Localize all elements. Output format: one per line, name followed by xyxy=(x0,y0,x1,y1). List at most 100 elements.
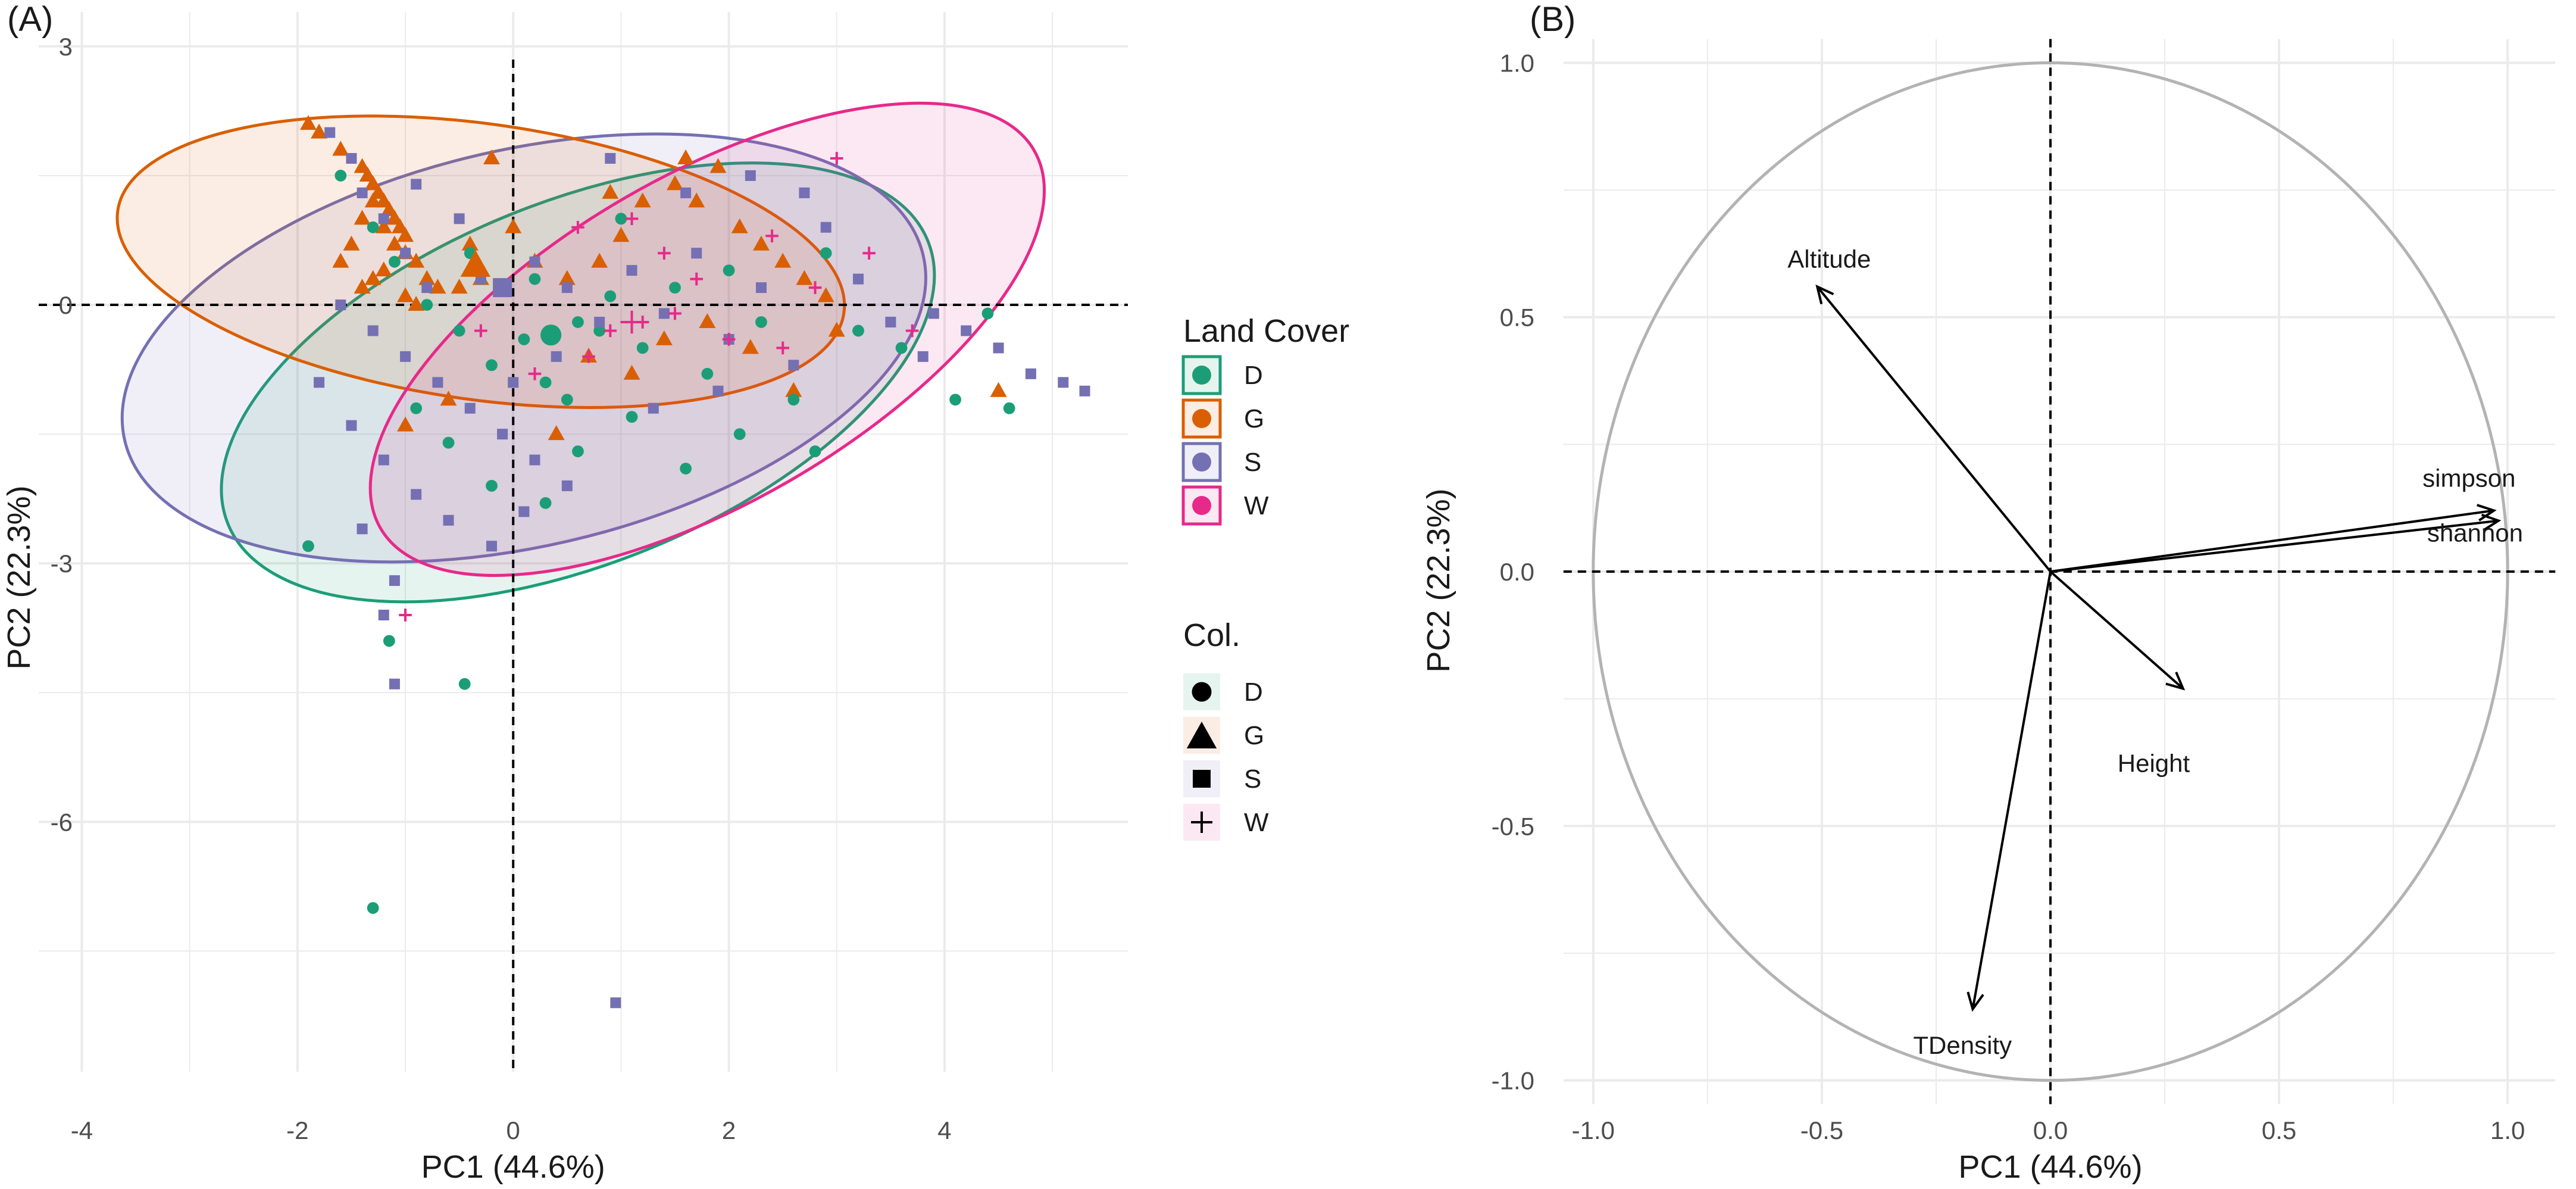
point-D xyxy=(895,342,908,354)
point-S xyxy=(917,351,929,362)
point-D xyxy=(486,359,498,372)
b-variable-label: shannon xyxy=(2427,519,2523,547)
point-S xyxy=(610,997,621,1009)
point-S xyxy=(648,402,659,414)
legend-land-cover-title: Land Cover xyxy=(1183,313,1349,349)
point-S xyxy=(378,454,389,466)
a-x-tick-label: -2 xyxy=(286,1116,308,1144)
point-S xyxy=(508,377,519,388)
panel-b-variable-labels: Altitude simpson shannon Height TDensity xyxy=(1787,245,2523,1059)
point-G xyxy=(397,227,414,242)
panel-a-x-axis-label: PC1 (44.6%) xyxy=(421,1149,605,1185)
point-W xyxy=(528,367,542,380)
point-S xyxy=(658,308,670,319)
point-G xyxy=(418,270,436,285)
panel-a-x-tick-labels: -4 -2 0 2 4 xyxy=(71,1116,952,1144)
point-S xyxy=(367,325,379,336)
point-S xyxy=(443,514,454,526)
vector-head-shannon xyxy=(2481,513,2502,532)
point-D xyxy=(723,264,735,277)
point-W xyxy=(582,350,595,363)
vector-head-Height xyxy=(2165,672,2186,691)
point-D xyxy=(458,678,471,690)
point-D xyxy=(572,445,584,457)
point-D xyxy=(389,255,401,268)
vector-head-TDensity xyxy=(1967,991,1984,1012)
ellipse-S xyxy=(120,132,927,564)
point-G xyxy=(299,115,317,130)
point-G xyxy=(386,235,403,251)
a-x-tick-label: 0 xyxy=(507,1116,520,1144)
centroid-G xyxy=(460,249,491,277)
vector-TDensity xyxy=(1967,571,2052,1012)
point-W xyxy=(399,608,412,622)
panel-a-group-centroids xyxy=(460,249,643,346)
panel-a-label: (A) xyxy=(7,0,53,39)
vector-Height xyxy=(2049,570,2186,691)
point-S xyxy=(561,282,573,294)
point-W xyxy=(658,246,671,260)
point-G xyxy=(440,391,457,406)
point-W xyxy=(571,220,584,234)
b-x-tick-label: -0.5 xyxy=(1800,1116,1843,1144)
point-S xyxy=(885,316,896,327)
point-S xyxy=(400,248,411,259)
panel-b-x-axis-label: PC1 (44.6%) xyxy=(1958,1149,2142,1185)
point-D xyxy=(615,213,627,225)
legend-col-shape-D xyxy=(1192,682,1212,702)
b-variable-label: simpson xyxy=(2422,464,2515,492)
point-W xyxy=(776,341,789,355)
point-G xyxy=(623,364,640,380)
b-variable-label: TDensity xyxy=(1913,1031,2012,1059)
point-S xyxy=(605,153,616,164)
point-G xyxy=(375,218,392,233)
point-S xyxy=(335,299,346,311)
point-G xyxy=(655,330,673,345)
point-G xyxy=(602,183,619,199)
b-x-tick-label: -1.0 xyxy=(1572,1116,1615,1144)
point-G xyxy=(828,322,845,337)
point-G xyxy=(548,425,565,441)
vector-simpson xyxy=(2050,504,2497,573)
point-D xyxy=(518,333,530,345)
point-S xyxy=(626,265,637,276)
legend-lc-dot-W xyxy=(1192,496,1211,515)
vector-head-Altitude xyxy=(1815,284,1834,305)
point-S xyxy=(486,541,497,552)
point-S xyxy=(788,360,799,371)
point-W xyxy=(690,272,704,286)
point-S xyxy=(400,351,411,362)
point-G xyxy=(591,252,608,268)
point-D xyxy=(539,497,552,509)
b-y-tick-label: -0.5 xyxy=(1492,812,1534,840)
panel-b-label: (B) xyxy=(1530,0,1575,39)
centroid-D xyxy=(540,324,562,346)
legend-lc-dot-S xyxy=(1192,452,1211,472)
point-W xyxy=(474,324,487,338)
point-D xyxy=(367,902,379,914)
point-G xyxy=(634,192,651,208)
point-G xyxy=(354,279,371,294)
point-S xyxy=(411,489,422,500)
point-D xyxy=(442,436,455,449)
point-G xyxy=(785,382,802,397)
ellipse-D xyxy=(220,161,936,604)
b-y-tick-label: 0.5 xyxy=(1500,304,1534,332)
point-G xyxy=(796,270,813,285)
point-S xyxy=(853,273,864,285)
point-D xyxy=(809,445,821,457)
point-S xyxy=(378,610,389,621)
centroid-W xyxy=(620,310,643,334)
point-S xyxy=(1079,385,1090,397)
b-y-tick-label: 1.0 xyxy=(1500,49,1534,77)
point-G xyxy=(461,235,479,251)
a-x-tick-label: 2 xyxy=(722,1116,736,1144)
point-S xyxy=(432,377,443,388)
legend-col-shape-S xyxy=(1193,770,1211,788)
point-W xyxy=(905,324,919,338)
point-W xyxy=(830,152,843,165)
panel-a-y-tick-labels: 3 0 -3 -6 xyxy=(51,33,73,836)
point-D xyxy=(561,394,573,406)
point-S xyxy=(346,153,357,164)
panel-b-x-tick-labels: -1.0 -0.5 0.0 0.5 1.0 xyxy=(1572,1116,2525,1144)
